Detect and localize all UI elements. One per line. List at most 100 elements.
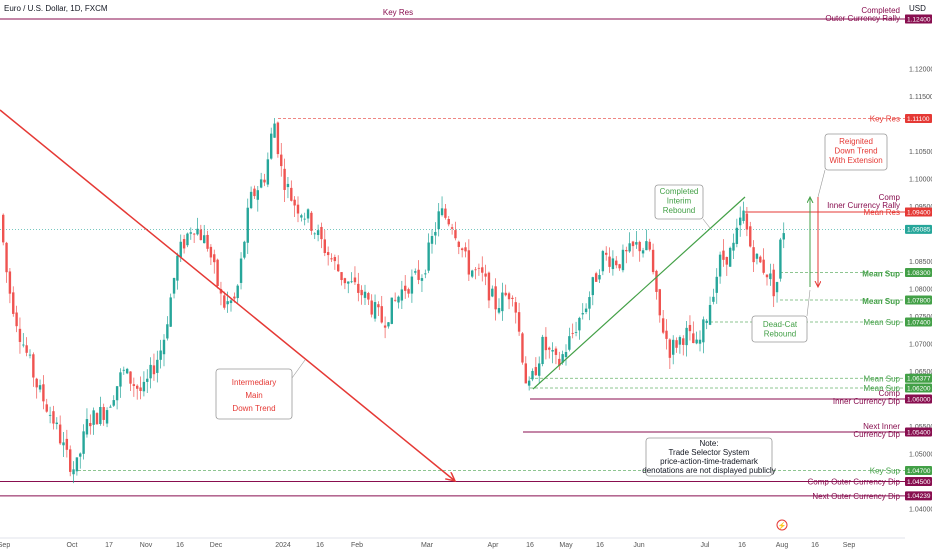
candle-body xyxy=(105,410,109,424)
candle-body xyxy=(75,457,79,472)
candle-body xyxy=(450,227,454,229)
reignited-text: Reignited xyxy=(839,137,873,146)
level-label: Comp Outer Currency Dip xyxy=(808,478,901,487)
candle-body xyxy=(645,241,648,251)
candle-body xyxy=(541,336,544,365)
candle-body xyxy=(350,281,353,283)
candle-body xyxy=(48,414,52,416)
candle-body xyxy=(514,302,517,313)
currency-label: USD xyxy=(909,4,926,13)
candle-body xyxy=(782,233,785,240)
candle-body xyxy=(216,259,219,287)
candle-body xyxy=(511,297,514,300)
time-tick-label: 17 xyxy=(105,542,113,549)
candle-body xyxy=(668,339,672,358)
price-axis[interactable]: 1.120001.115001.105001.100001.095001.085… xyxy=(905,0,932,538)
candle-body xyxy=(460,248,464,251)
candle-body xyxy=(310,212,313,231)
candle-body xyxy=(661,318,665,333)
candle-body xyxy=(430,236,434,244)
chart-title: Euro / U.S. Dollar, 1D, FXCM xyxy=(4,4,108,13)
candle-body xyxy=(387,322,390,327)
candle-body xyxy=(655,270,658,292)
candle-body xyxy=(293,199,296,206)
candle-body xyxy=(206,234,209,249)
time-tick-label: 16 xyxy=(738,542,746,549)
candle-body xyxy=(239,258,243,283)
time-tick-label: Nov xyxy=(140,542,153,549)
time-axis[interactable]: Sep Oct 17 Nov 16 Dec 2024 16 Feb Mar Apr 16 May 16 Ju… xyxy=(0,519,932,550)
candle-body xyxy=(420,278,424,281)
candle-body xyxy=(109,406,112,408)
candle-body xyxy=(373,302,377,319)
level-label: Completed xyxy=(861,6,900,15)
candle-body xyxy=(377,304,380,308)
candle-body xyxy=(353,277,357,283)
candle-body xyxy=(705,320,708,323)
price-tag xyxy=(905,317,932,327)
price-tick-label: 1.08500 xyxy=(909,259,932,266)
candle-body xyxy=(28,354,32,356)
candle-body xyxy=(675,340,678,348)
time-tick-label: Feb xyxy=(351,542,363,549)
current-price-value: 1.09085 xyxy=(907,227,931,234)
candle-body xyxy=(762,259,765,273)
candle-body xyxy=(427,242,430,271)
candle-body xyxy=(290,187,293,201)
level-label: Comp xyxy=(879,389,901,398)
candle-body xyxy=(440,208,444,216)
candle-body xyxy=(152,365,156,375)
candle-body xyxy=(333,257,337,262)
candle-body xyxy=(219,289,223,294)
candle-body xyxy=(725,256,728,265)
candle-body xyxy=(658,289,661,316)
price-tick-label: 1.08000 xyxy=(909,287,932,294)
callout-leader xyxy=(702,218,711,229)
price-tag-value: 1.08300 xyxy=(907,270,931,277)
candle-body xyxy=(718,254,722,277)
candle-body xyxy=(641,250,645,254)
candle-body xyxy=(162,339,166,355)
candle-body xyxy=(474,269,477,271)
candle-body xyxy=(755,253,759,259)
candle-body xyxy=(223,295,226,308)
candle-body xyxy=(464,247,467,252)
candle-body xyxy=(119,372,122,387)
candle-body xyxy=(79,453,82,457)
level-label: Next Outer Currency Dip xyxy=(812,492,900,501)
candle-body xyxy=(584,308,588,313)
candle-body xyxy=(638,241,641,252)
candle-body xyxy=(55,422,58,425)
reignited-text: Down Trend xyxy=(834,147,877,156)
candle-body xyxy=(246,207,249,243)
dead-cat-callout xyxy=(751,315,808,343)
trend-lines xyxy=(0,109,818,481)
candle-body xyxy=(360,289,363,296)
price-tick-label: 1.07000 xyxy=(909,342,932,349)
candle-body xyxy=(72,469,75,475)
main-down-trend-line xyxy=(0,109,455,481)
level-label: Mean Sup xyxy=(862,297,900,306)
candle-body xyxy=(85,419,89,435)
candle-body xyxy=(233,296,236,299)
candle-body xyxy=(125,368,129,374)
candle-body xyxy=(497,307,501,313)
down-trend-text: Main xyxy=(245,391,262,400)
price-tag xyxy=(905,114,932,123)
event-icon-glyph: ⚡ xyxy=(778,521,787,530)
level-label: Mean Sup xyxy=(864,374,901,383)
candle-body xyxy=(678,337,682,345)
candle-body xyxy=(129,371,132,384)
candle-body xyxy=(273,123,276,138)
level-label: Inner Currency Dip xyxy=(833,397,901,406)
candle-body xyxy=(176,255,179,281)
candle-body xyxy=(698,339,702,344)
candle-body xyxy=(521,333,524,363)
candle-body xyxy=(283,168,286,190)
candle-body xyxy=(621,249,625,271)
note-text: Note: xyxy=(699,439,718,448)
candle-body xyxy=(337,264,340,272)
candle-body xyxy=(132,384,136,386)
